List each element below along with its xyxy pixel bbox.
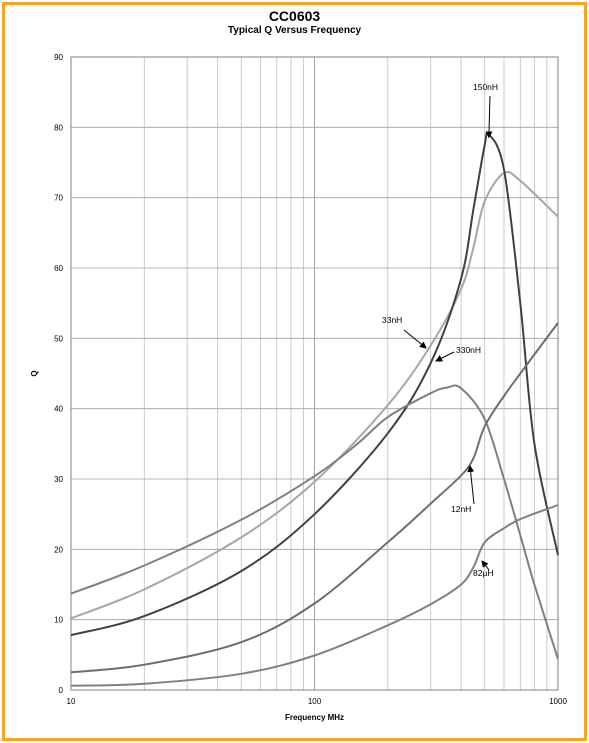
annotation-arrow <box>481 560 490 571</box>
series-layer <box>70 131 559 687</box>
x-tick-label: 1000 <box>549 697 567 706</box>
annotation-label: 330nH <box>456 345 481 355</box>
annotations: 150nH 33nH 330nH 12nH 82µH <box>382 82 498 578</box>
chart-subtitle: Typical Q Versus Frequency <box>227 25 362 36</box>
series-line-150nh <box>70 131 559 637</box>
annotation-arrow <box>403 329 427 349</box>
annotation-label: 82µH <box>473 568 494 578</box>
y-tick-label: 70 <box>54 194 63 203</box>
y-tick-label: 20 <box>54 545 63 554</box>
y-tick-label: 40 <box>54 405 63 414</box>
annotation-label: 12nH <box>451 504 471 514</box>
y-tick-label: 80 <box>54 123 63 132</box>
plot-area <box>70 56 559 691</box>
series-line-82h <box>70 504 559 687</box>
annotation-arrow <box>467 465 475 505</box>
annotation-label: 150nH <box>473 82 498 92</box>
series-line-12nh <box>70 322 559 674</box>
annotation-label: 33nH <box>382 315 402 325</box>
chart-title: CC0603 <box>268 8 321 24</box>
annotation-arrow <box>485 95 493 139</box>
x-tick-label: 10 <box>67 697 76 706</box>
y-tick-label: 30 <box>54 475 63 484</box>
y-tick-label: 90 <box>54 53 63 62</box>
grid <box>70 56 559 691</box>
annotation-arrow <box>435 351 455 362</box>
y-tick-label: 60 <box>54 264 63 273</box>
x-axis-label: Frequency MHz <box>285 713 344 722</box>
series-line-330nh <box>70 384 559 660</box>
y-axis-label: Q <box>30 370 39 376</box>
x-tick-label: 100 <box>308 697 322 706</box>
y-tick-label: 50 <box>54 334 63 343</box>
y-tick-label: 0 <box>59 686 64 695</box>
y-tick-label: 10 <box>54 616 63 625</box>
